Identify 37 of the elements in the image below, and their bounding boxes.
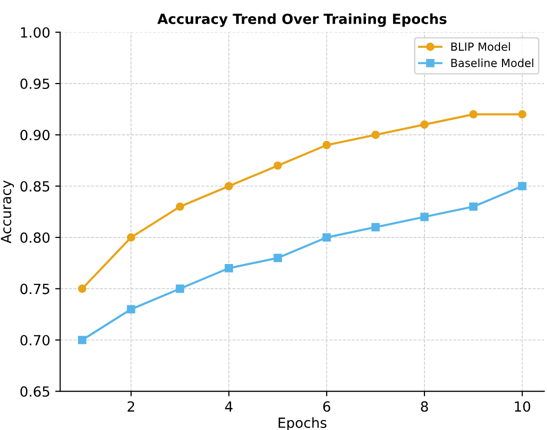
x-tick-label: 4 — [225, 401, 233, 412]
y-tick-label: 0.75 — [20, 284, 50, 294]
x-tick-label: 10 — [514, 401, 530, 412]
point — [371, 130, 380, 140]
point — [176, 202, 184, 211]
point — [126, 305, 136, 314]
point — [322, 140, 331, 150]
y-tick-label: 1.00 — [21, 27, 50, 38]
point — [518, 110, 526, 118]
y-axis-title: Accuracy — [0, 180, 14, 244]
point — [78, 336, 86, 344]
point — [371, 222, 380, 232]
point — [274, 254, 282, 262]
point — [469, 110, 478, 118]
legend-label: Baseline Model — [451, 58, 534, 68]
chart-title: Accuracy Trend Over Training Epochs — [157, 13, 447, 27]
x-tick-label: 8 — [420, 401, 428, 412]
y-tick-label: 0.80 — [20, 232, 50, 243]
x-tick-label: 2 — [128, 401, 134, 412]
y-tick-label: 0.90 — [20, 130, 50, 140]
point — [518, 182, 526, 190]
y-tick-label: 0.95 — [20, 78, 50, 90]
point — [322, 233, 331, 242]
point — [469, 202, 478, 211]
point — [224, 264, 234, 272]
y-tick-label: 0.70 — [20, 334, 50, 346]
y-tick-label: 0.85 — [20, 181, 50, 192]
point — [176, 284, 184, 293]
point — [274, 161, 282, 170]
point — [224, 182, 234, 190]
legend-label: BLIP Model — [451, 42, 510, 51]
point — [126, 233, 136, 242]
point — [420, 212, 429, 222]
point — [420, 120, 429, 129]
y-tick-label: 0.65 — [20, 386, 50, 397]
point — [78, 284, 86, 293]
x-tick-label: 6 — [323, 401, 330, 412]
